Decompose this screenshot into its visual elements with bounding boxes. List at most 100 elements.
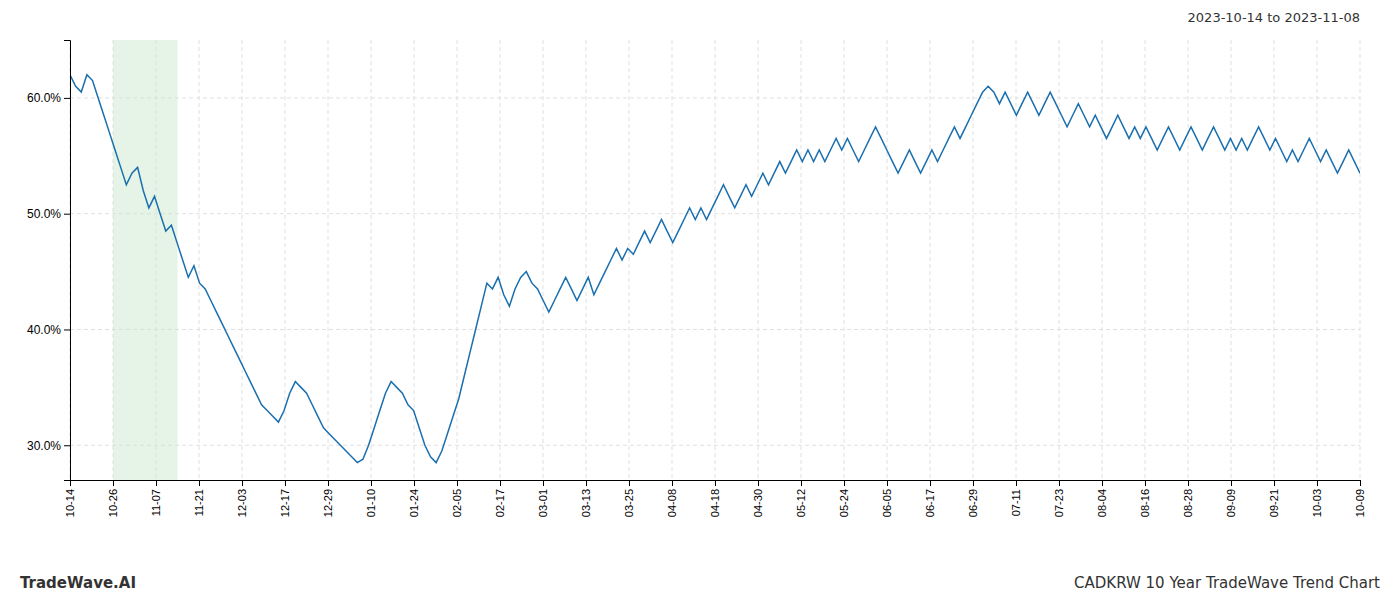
- x-tick-label: 07-23: [1053, 489, 1065, 517]
- x-tick-mark: [1360, 480, 1361, 486]
- x-tick-label: 01-10: [365, 489, 377, 517]
- y-tick-mark: [64, 445, 70, 446]
- grid-line-y: [70, 445, 1360, 446]
- x-tick-label: 12-03: [236, 489, 248, 517]
- x-tick: 10-26: [107, 480, 119, 517]
- grid-line-y: [70, 97, 1360, 98]
- grid-line-y: [70, 329, 1360, 330]
- x-tick-label: 10-14: [64, 489, 76, 517]
- plot-area: 10-14 10-26 11-07 11-21 12-03 12-17 12-29 01-10…: [27, 40, 1366, 517]
- x-tick: 04-08: [666, 480, 678, 517]
- x-tick: 01-24: [408, 480, 420, 517]
- x-tick-mark: [844, 480, 845, 486]
- x-tick-label: 09-09: [1225, 489, 1237, 517]
- x-tick: 12-03: [236, 480, 248, 517]
- y-axis-line: [64, 41, 71, 481]
- y-tick: 50.0%: [27, 207, 70, 221]
- x-tick-label: 04-30: [752, 489, 764, 517]
- line: [70, 75, 1360, 463]
- x-tick-label: 11-21: [193, 489, 205, 516]
- y-tick-label: 60.0%: [27, 91, 61, 105]
- x-tick: 11-07: [150, 480, 162, 516]
- x-tick: 08-28: [1182, 480, 1194, 517]
- marks: [70, 40, 1360, 480]
- grid-line-x: [371, 40, 372, 480]
- x-tick: 03-01: [537, 480, 549, 517]
- x-tick-mark: [543, 480, 544, 486]
- x-tick-mark: [1016, 480, 1017, 486]
- x-tick-label: 12-29: [322, 489, 334, 517]
- x-tick: 07-11: [1010, 480, 1022, 516]
- x-tick: 09-09: [1225, 480, 1237, 517]
- grid-line-x: [543, 40, 544, 480]
- title: CADKRW 10 Year TradeWave Trend Chart: [1074, 574, 1380, 592]
- x-tick-mark: [285, 480, 286, 486]
- x-tick-mark: [715, 480, 716, 486]
- x-tick-label: 05-12: [795, 489, 807, 517]
- x-tick-label: 10-03: [1311, 489, 1323, 517]
- x-axis-line: [71, 481, 1361, 487]
- y-tick-mark: [64, 214, 70, 215]
- x-tick: 10-03: [1311, 480, 1323, 517]
- x-tick-mark: [1102, 480, 1103, 486]
- x-tick-mark: [930, 480, 931, 486]
- x-tick-label: 10-09: [1354, 489, 1366, 517]
- y-tick: 60.0%: [27, 91, 70, 105]
- x-tick-mark: [199, 480, 200, 486]
- x-tick-mark: [328, 480, 329, 486]
- x-tick: 07-23: [1053, 480, 1065, 517]
- x-tick-mark: [1188, 480, 1189, 486]
- x-tick-mark: [113, 480, 114, 486]
- x-tick-mark: [500, 480, 501, 486]
- x-tick-label: 03-01: [537, 489, 549, 517]
- grid-line-x: [887, 40, 888, 480]
- x-tick-label: 07-11: [1010, 489, 1022, 516]
- x-tick-mark: [758, 480, 759, 486]
- y-tick: 40.0%: [27, 323, 70, 337]
- x-tick: 02-05: [451, 480, 463, 517]
- annotation: TradeWave.AI: [20, 574, 136, 592]
- shaded-span: [113, 40, 178, 480]
- grid-line-x: [715, 40, 716, 480]
- x-tick-label: 03-13: [580, 489, 592, 517]
- grid-line-x: [457, 40, 458, 480]
- x-tick-mark: [1059, 480, 1060, 486]
- grid-line-x: [844, 40, 845, 480]
- x-tick-mark: [1145, 480, 1146, 486]
- y-tick-label: 50.0%: [27, 207, 61, 221]
- x-tick: 11-21: [193, 480, 205, 516]
- x-tick: 02-17: [494, 480, 506, 517]
- x-tick: 10-09: [1354, 480, 1366, 517]
- x-tick-mark: [371, 480, 372, 486]
- x-tick-label: 11-07: [150, 489, 162, 516]
- x-tick: 06-29: [967, 480, 979, 517]
- x-tick-mark: [629, 480, 630, 486]
- x-tick-label: 01-24: [408, 489, 420, 517]
- grid-line-x: [285, 40, 286, 480]
- x-tick-label: 03-25: [623, 489, 635, 517]
- x-tick-mark: [414, 480, 415, 486]
- x-tick-label: 06-29: [967, 489, 979, 517]
- x-tick: 06-05: [881, 480, 893, 517]
- grid-line-x: [801, 40, 802, 480]
- subtitle: 2023-10-14 to 2023-11-08: [1188, 10, 1360, 25]
- x-tick-mark: [1274, 480, 1275, 486]
- grid-line-x: [328, 40, 329, 480]
- x-tick: 10-14: [64, 480, 76, 517]
- x-tick-label: 09-21: [1268, 489, 1280, 517]
- grid-line-x: [1317, 40, 1318, 480]
- y-tick-label: 30.0%: [27, 439, 61, 453]
- grid-line-x: [1016, 40, 1017, 480]
- grid-line-x: [500, 40, 501, 480]
- grid-line-x: [973, 40, 974, 480]
- x-tick: 06-17: [924, 480, 936, 517]
- x-tick-label: 12-17: [279, 489, 291, 517]
- grid-line-x: [1059, 40, 1060, 480]
- grid: [70, 40, 1360, 480]
- x-tick-mark: [242, 480, 243, 486]
- grid-line-x: [1360, 40, 1361, 480]
- grid-line-y: [70, 213, 1360, 214]
- x-tick-mark: [1317, 480, 1318, 486]
- y-tick-mark: [64, 329, 70, 330]
- x-tick-label: 05-24: [838, 489, 850, 517]
